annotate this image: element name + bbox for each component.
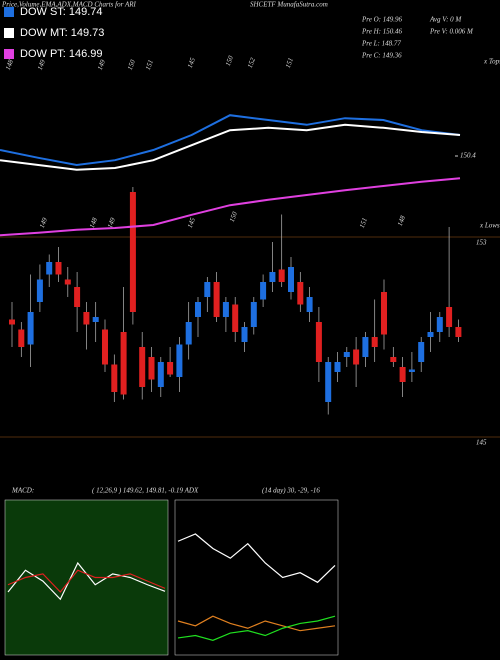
candle-body bbox=[408, 369, 415, 372]
info-text: Pre O: 149.96 bbox=[361, 16, 402, 24]
candle-body bbox=[120, 332, 127, 395]
candle-body bbox=[9, 319, 15, 325]
candle-body bbox=[306, 297, 313, 312]
low-label: 148 bbox=[88, 216, 99, 229]
candle-body bbox=[102, 329, 108, 365]
info-text: Pre C: 149.36 bbox=[361, 52, 402, 60]
legend-swatch bbox=[4, 28, 14, 38]
adx-values: (14 day) 30, -29, -16 bbox=[262, 487, 320, 495]
candle-body bbox=[139, 347, 146, 387]
candle-body bbox=[213, 282, 220, 317]
candle-body bbox=[18, 329, 25, 347]
candle-body bbox=[390, 357, 397, 362]
macd-panel bbox=[4, 499, 169, 656]
candle-body bbox=[334, 362, 341, 372]
top-label: 145 bbox=[186, 56, 197, 69]
candle-body bbox=[288, 267, 294, 292]
low-label: 145 bbox=[186, 216, 197, 229]
candle-body bbox=[222, 302, 229, 317]
candle-body bbox=[278, 269, 285, 282]
info-text: Pre H: 150.46 bbox=[361, 28, 402, 36]
legend-label: DOW MT: 149.73 bbox=[20, 27, 104, 39]
low-label: 149 bbox=[38, 216, 49, 229]
candle-body bbox=[260, 282, 267, 300]
legend-label: DOW ST: 149.74 bbox=[20, 6, 103, 18]
low-label: 149 bbox=[106, 216, 117, 229]
y-tick-label: 145 bbox=[476, 439, 487, 447]
candle-body bbox=[176, 344, 183, 377]
candle-body bbox=[427, 332, 434, 337]
candle-body bbox=[27, 312, 34, 345]
candle-body bbox=[64, 279, 71, 285]
candle-body bbox=[157, 362, 164, 387]
y-tick-label: 150.4 bbox=[460, 152, 476, 160]
adx-panel bbox=[174, 499, 339, 656]
candle-body bbox=[232, 304, 239, 332]
lows-label: x Lows bbox=[479, 222, 500, 230]
legend-swatch bbox=[4, 7, 14, 17]
macd-title: MACD: bbox=[11, 487, 34, 495]
series-line bbox=[0, 114, 461, 167]
series-line bbox=[177, 533, 336, 584]
top-label: 149 bbox=[36, 58, 47, 71]
candle-body bbox=[418, 342, 425, 362]
candle-body bbox=[241, 327, 248, 342]
low-label: 148 bbox=[396, 214, 407, 227]
top-label: 151 bbox=[144, 59, 155, 72]
candle-body bbox=[195, 302, 201, 317]
top-label: 151 bbox=[284, 57, 295, 70]
low-label: 151 bbox=[358, 217, 369, 230]
info-text: Avg V: 0 M bbox=[429, 16, 462, 24]
candle-body bbox=[204, 282, 211, 297]
tops-label: x Tops bbox=[483, 58, 500, 66]
candle-body bbox=[399, 367, 406, 382]
y-tick-label: 153 bbox=[476, 239, 487, 247]
low-label: 150 bbox=[228, 210, 239, 223]
candle-body bbox=[129, 192, 136, 312]
candle-body bbox=[446, 307, 453, 327]
info-text: Pre L: 148.77 bbox=[361, 40, 401, 48]
top-label: 148 bbox=[4, 58, 15, 71]
chart-title: Price,Volume,EMA,ADX,MACD Charts for ARI bbox=[1, 1, 136, 9]
candle-body bbox=[250, 302, 257, 327]
candle-body bbox=[325, 362, 332, 402]
candle-body bbox=[185, 322, 192, 345]
candle-body bbox=[74, 287, 81, 307]
series-line bbox=[177, 615, 336, 641]
macd-values: ( 12,26,9 ) 149.62, 149.81, -0.19 ADX bbox=[92, 487, 199, 495]
candle-body bbox=[83, 312, 90, 325]
chart-subtitle: SHCETF MunafaSutra.com bbox=[250, 1, 328, 9]
legend-label: DOW PT: 146.99 bbox=[20, 48, 103, 60]
candle-body bbox=[371, 337, 378, 347]
legend-swatch bbox=[4, 49, 14, 59]
candle-body bbox=[455, 327, 462, 337]
series-line bbox=[0, 177, 461, 237]
top-label: 150 bbox=[224, 54, 235, 67]
top-label: 149 bbox=[96, 58, 107, 71]
candle-body bbox=[269, 272, 276, 282]
candle-body bbox=[148, 357, 155, 380]
candle-body bbox=[315, 322, 322, 362]
candle-body bbox=[55, 262, 62, 275]
candle-body bbox=[167, 362, 174, 375]
candle-body bbox=[343, 352, 350, 357]
candle-body bbox=[92, 317, 99, 322]
series-line bbox=[0, 123, 461, 171]
candle-body bbox=[111, 364, 118, 392]
series-line bbox=[7, 569, 166, 593]
candle-body bbox=[297, 282, 304, 305]
candle-body bbox=[381, 292, 387, 335]
candle-body bbox=[46, 262, 53, 275]
candle-body bbox=[36, 279, 43, 302]
top-label: 152 bbox=[246, 56, 257, 69]
info-text: Pre V: 0.006 M bbox=[429, 28, 474, 36]
candle-body bbox=[353, 349, 360, 365]
series-line bbox=[177, 615, 336, 632]
top-label: 150 bbox=[126, 58, 137, 71]
candle-body bbox=[362, 337, 369, 357]
candle-body bbox=[436, 317, 443, 332]
